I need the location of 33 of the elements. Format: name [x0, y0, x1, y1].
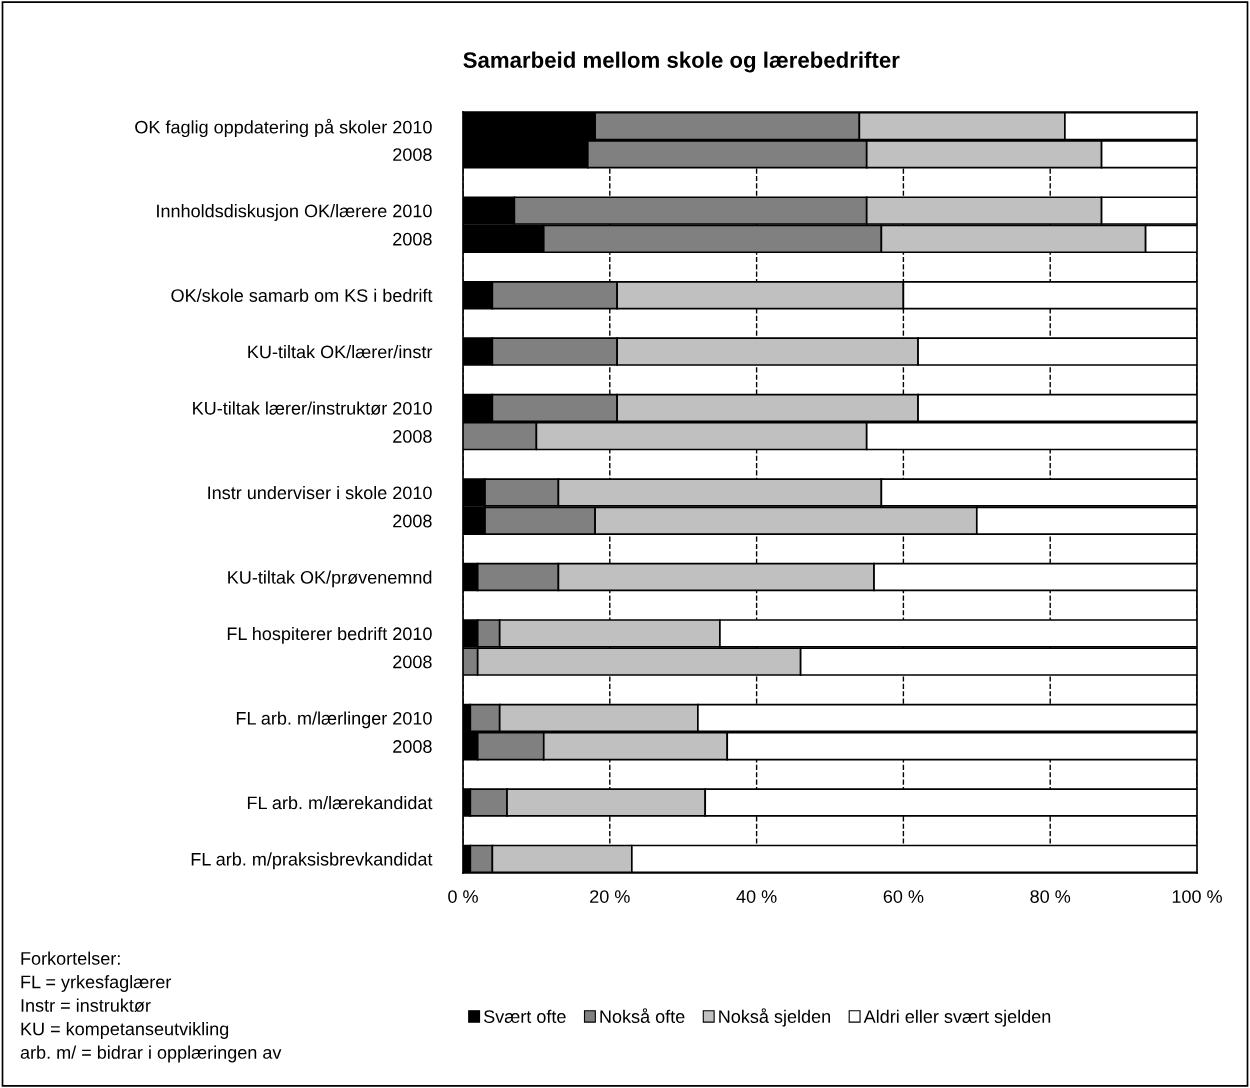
y-tick-label: KU-tiltak lærer/instruktør 2010 [193, 401, 432, 415]
y-tick-label: FL hospiterer bedrift 2010 [227, 626, 432, 644]
x-tick-label: 100 % [1172, 890, 1222, 903]
legend-label: Nokså sjelden [719, 1008, 830, 1027]
legend-label: Aldri eller svært sjelden [863, 1009, 1051, 1027]
x-tick-label: 80 % [1030, 890, 1071, 903]
y-tick-label: FL arb. m/praksisbrevkandidat [191, 852, 433, 870]
y-tick-label: OK faglig oppdatering på skoler 2010 [135, 118, 432, 138]
legend-label: Nokså ofte [600, 1008, 685, 1023]
text: Instr = instruktør [21, 998, 151, 1012]
text: FL = yrkesfaglærer [21, 975, 172, 992]
chart-title: Samarbeid mellom skole og lærebedrifter [463, 51, 900, 73]
y-tick-label: OK/skole samarb om KS i bedrift [171, 288, 433, 302]
legend-label: Svært ofte [483, 1009, 566, 1023]
y-tick-label: FL arb. m/lærekandidat [247, 795, 433, 810]
y-tick-label: 2008 [393, 430, 432, 443]
x-tick-label: 40 % [736, 890, 777, 903]
y-tick-label: 2008 [393, 514, 432, 528]
y-tick-label: 2008 [393, 655, 432, 669]
x-tick-label: 20 % [590, 890, 630, 903]
y-tick-label: 2008 [393, 148, 432, 161]
text: Forkortelser: [21, 951, 120, 965]
y-tick-label: 2008 [393, 232, 432, 246]
x-tick-label: 60 % [883, 890, 924, 903]
text: KU = kompetanseutvikling [21, 1022, 229, 1039]
y-tick-label: KU-tiltak OK/lærer/instr [248, 345, 433, 359]
y-tick-label: KU-tiltak OK/prøvenemnd [228, 570, 432, 588]
y-tick-label: Innholdsdiskusjon OK/lærere 2010 [157, 204, 432, 221]
x-tick-label: 0 % [448, 890, 478, 903]
y-tick-label: FL arb. m/lærlinger 2010 [236, 711, 432, 729]
text: arb. m/ = bidrar i opplæringen av [20, 1045, 282, 1063]
y-tick-label: Instr underviser i skole 2010 [208, 485, 432, 500]
y-tick-label: 2008 [393, 740, 432, 753]
